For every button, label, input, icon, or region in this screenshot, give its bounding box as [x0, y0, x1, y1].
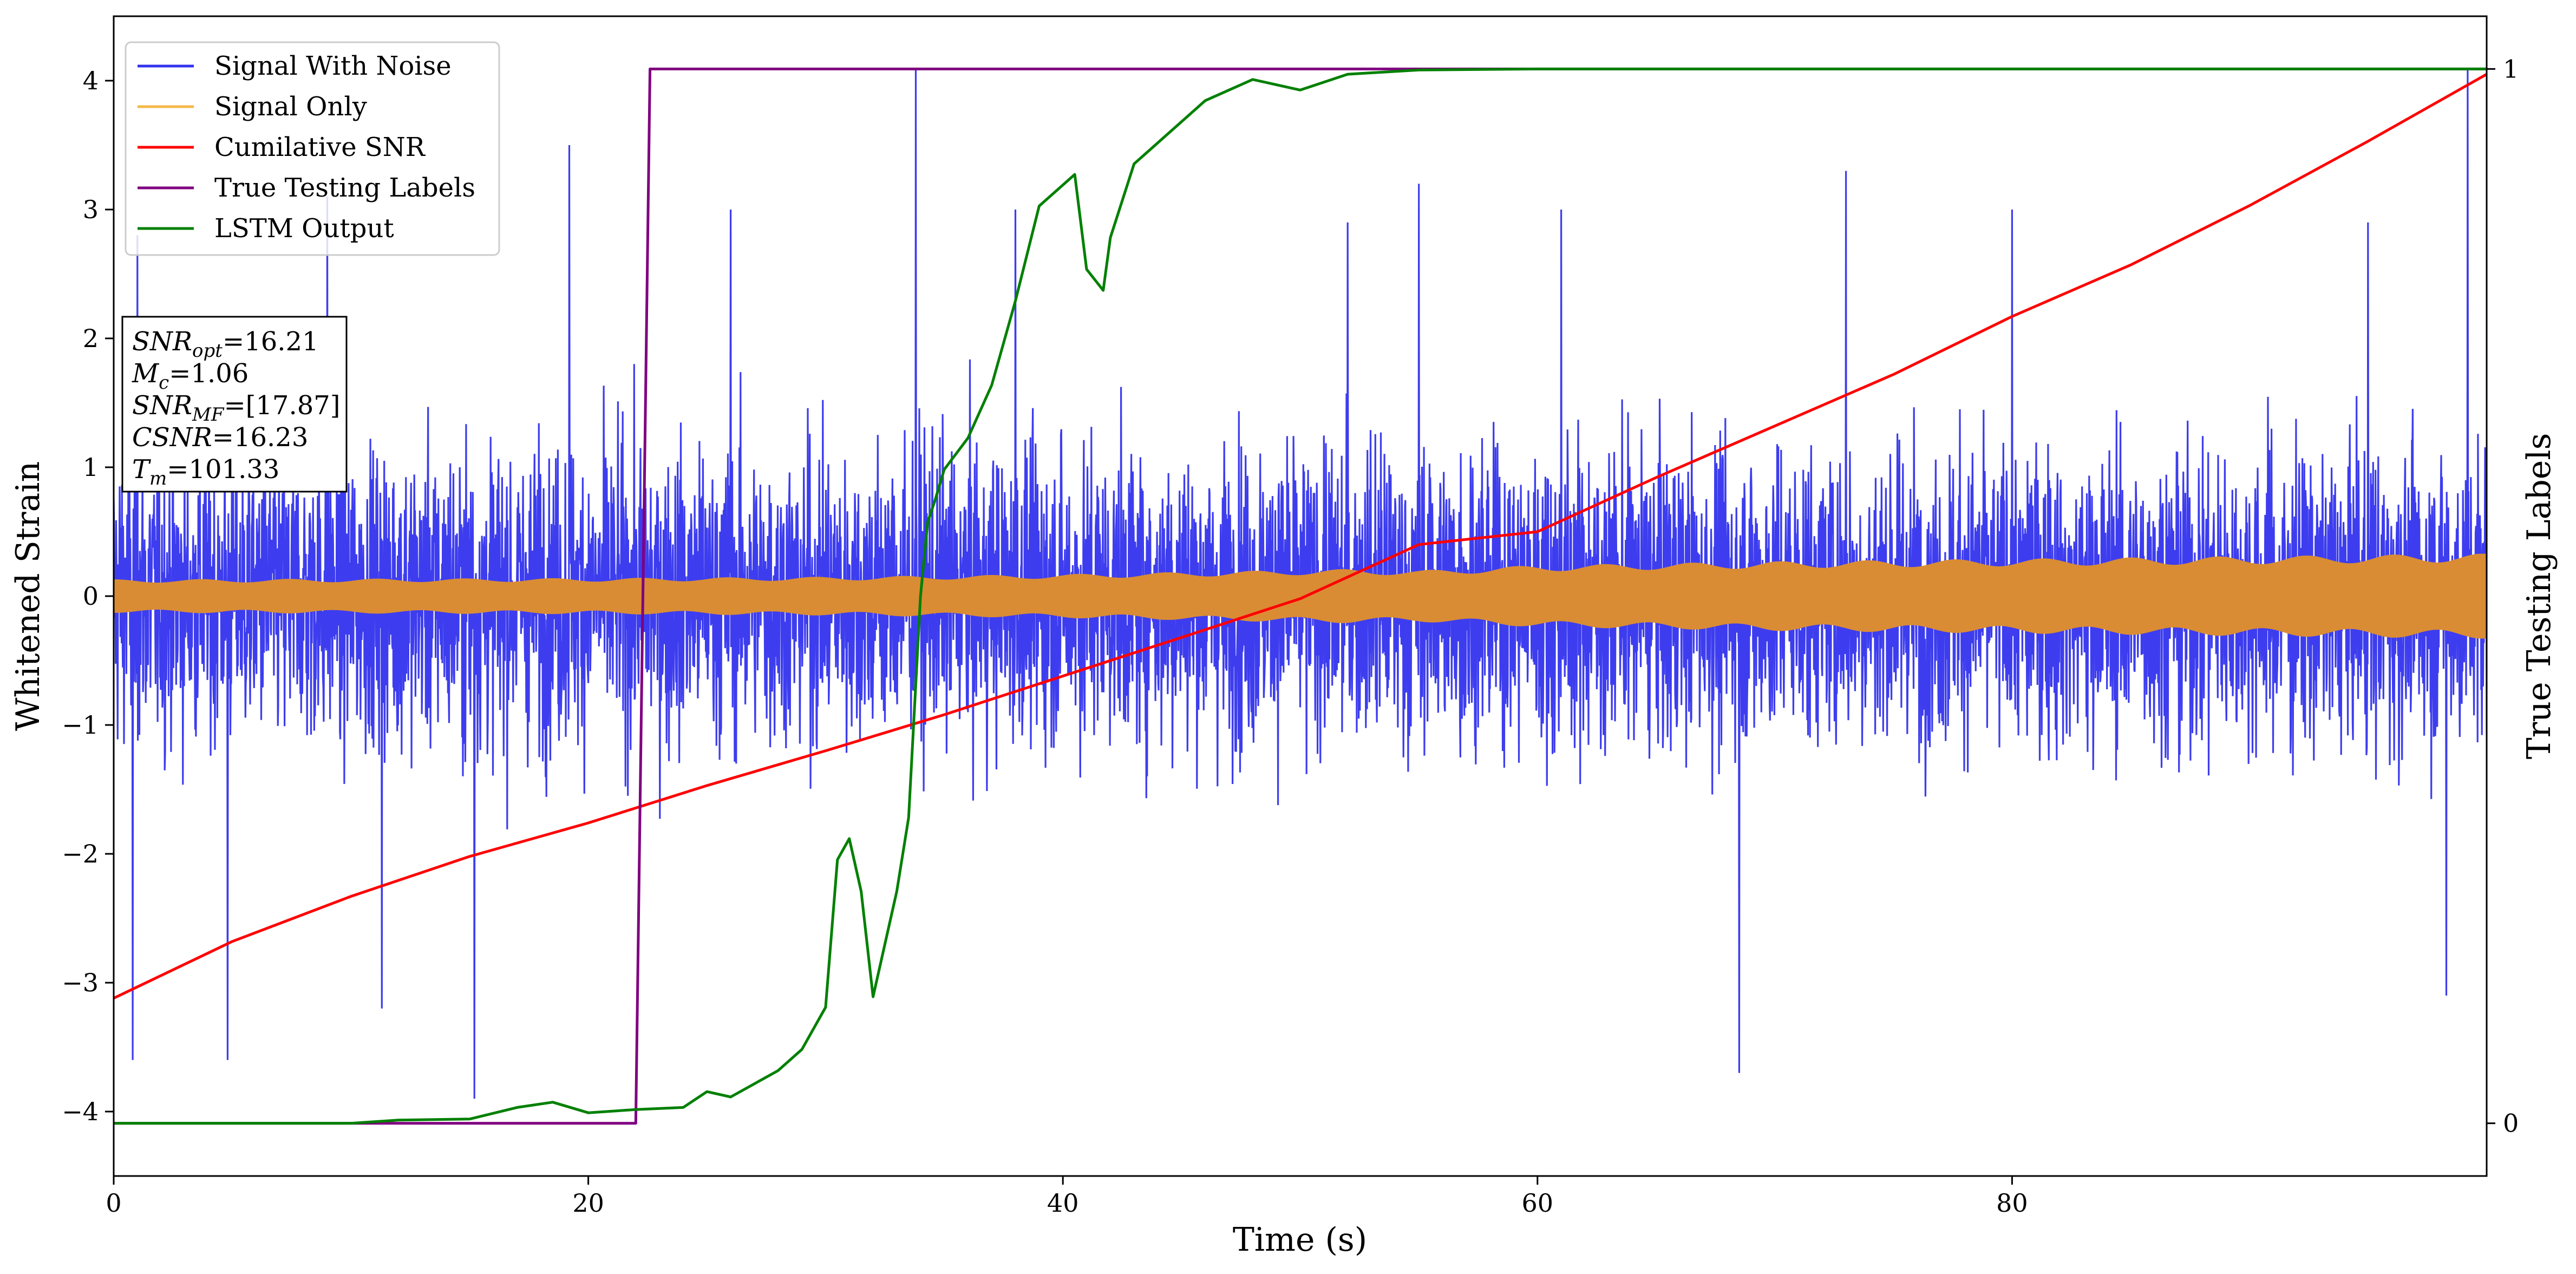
legend: Signal With Noise Signal Only Cumilative S…	[125, 41, 500, 256]
y2-tick-label: 1	[2503, 54, 2519, 83]
x-tick-label: 40	[1047, 1188, 1079, 1218]
y-axis-right: 01	[2487, 54, 2519, 1138]
y-tick-label: 0	[83, 582, 99, 611]
y-tick-label: 1	[83, 453, 99, 482]
series-layer	[114, 67, 2487, 1125]
y-tick-label: −2	[62, 839, 99, 868]
y-tick-label: 2	[83, 324, 99, 353]
x-tick-label: 0	[106, 1188, 121, 1218]
annotation-line: Tm=101.33	[132, 454, 279, 489]
series-line-cumulative-snr	[114, 73, 2487, 999]
y2-tick-label: 0	[2503, 1109, 2519, 1138]
annotation-line: Mc=1.06	[132, 358, 249, 394]
annotation-box	[121, 316, 348, 493]
y-axis-label: Whitened Strain	[9, 461, 47, 731]
y-tick-label: −4	[62, 1097, 99, 1126]
x-tick-label: 60	[1522, 1188, 1554, 1218]
x-tick-label: 20	[572, 1188, 604, 1218]
legend-box	[125, 41, 500, 256]
legend-label: True Testing Labels	[214, 173, 475, 203]
legend-label: Signal Only	[214, 92, 367, 122]
x-axis-label: Time (s)	[1233, 1221, 1367, 1259]
y-tick-label: 4	[83, 66, 99, 95]
annotation-line: CSNR=16.23	[132, 422, 308, 453]
x-axis: 0 20 40 60 80	[106, 1176, 2028, 1218]
series-line-signal-with-noise	[114, 68, 2487, 1099]
annotation-line: SNRMF=[17.87]	[132, 390, 341, 426]
legend-label: Cumilative SNR	[214, 132, 426, 162]
annotation-line: SNRopt=16.21	[132, 326, 319, 362]
series-line-lstm-output	[114, 67, 2487, 1125]
y-tick-label: −1	[62, 710, 99, 740]
x-tick-label: 80	[1996, 1188, 2028, 1218]
y-tick-label: 3	[83, 195, 99, 224]
y-axis-left: −4 −3 −2 −1 0 1 2 3 4	[62, 66, 114, 1126]
legend-label: Signal With Noise	[214, 51, 452, 81]
y-tick-label: −3	[62, 968, 99, 997]
parameter-annotation-box: SNRopt=16.21Mc=1.06SNRMF=[17.87]CSNR=16.…	[121, 316, 348, 493]
series-line-signal-only	[114, 553, 2487, 639]
legend-label: LSTM Output	[214, 213, 394, 244]
y2-axis-label: True Testing Labels	[2520, 433, 2558, 760]
